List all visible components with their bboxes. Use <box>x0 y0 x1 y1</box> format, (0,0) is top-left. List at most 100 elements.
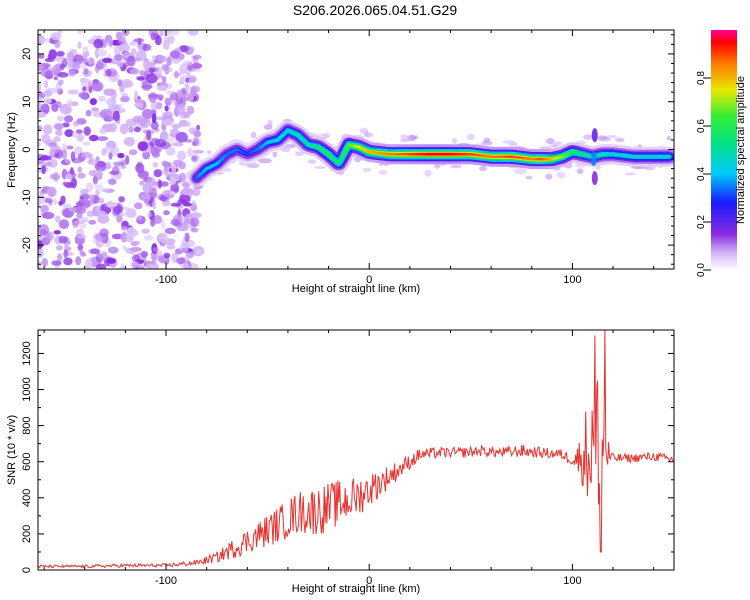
noise-blob <box>88 219 97 225</box>
noise-blob <box>44 79 49 89</box>
colorbar-tick-label: 0.8 <box>696 71 707 85</box>
halo-speck <box>539 146 553 150</box>
noise-blob <box>162 76 167 83</box>
noise-blob <box>95 48 108 57</box>
noise-blob <box>85 182 94 193</box>
halo-speck <box>614 137 625 143</box>
noise-blob <box>129 68 140 75</box>
noise-blob <box>190 227 199 233</box>
noise-blob <box>137 215 142 221</box>
noise-blob <box>132 115 142 124</box>
noise-blob <box>57 115 64 122</box>
noise-blob <box>151 113 157 124</box>
halo-speck <box>463 144 474 149</box>
noise-blob <box>120 232 128 243</box>
y-tick-label: 10 <box>21 96 33 108</box>
halo-speck <box>545 137 555 145</box>
noise-blob <box>69 167 74 176</box>
noise-blob <box>192 187 201 197</box>
noise-blob <box>55 245 63 251</box>
noise-blob <box>54 215 61 223</box>
noise-blob <box>89 98 97 106</box>
noise-blob <box>106 201 118 208</box>
noise-blob <box>134 202 143 210</box>
y-tick-label: 0 <box>21 146 33 152</box>
noise-blob <box>164 97 172 106</box>
noise-blob <box>105 68 112 77</box>
noise-blob <box>72 131 78 138</box>
noise-blob <box>170 202 182 207</box>
noise-blob <box>80 188 89 195</box>
halo-speck <box>513 168 527 175</box>
noise-blob <box>108 116 114 121</box>
noise-blob <box>64 129 74 138</box>
noise-blob <box>185 251 195 258</box>
noise-blob <box>105 161 112 170</box>
halo-speck <box>666 136 672 141</box>
halo-speck <box>307 159 317 164</box>
noise-blob <box>63 257 73 266</box>
noise-blob <box>179 243 189 254</box>
noise-blob <box>51 103 59 112</box>
vertical-feature <box>591 128 598 143</box>
noise-blob <box>177 150 187 161</box>
noise-blob <box>123 136 135 147</box>
noise-blob <box>184 232 190 242</box>
noise-blob <box>152 201 157 210</box>
noise-blob <box>139 117 151 128</box>
noise-blob <box>66 51 74 61</box>
noise-blob <box>137 141 149 152</box>
halo-speck <box>378 170 388 175</box>
noise-blob <box>48 49 57 60</box>
noise-blob <box>150 101 157 111</box>
noise-blob <box>176 223 189 232</box>
noise-blob <box>60 195 66 205</box>
noise-blob <box>49 150 55 158</box>
noise-blob <box>150 147 160 156</box>
noise-blob <box>111 59 119 65</box>
noise-blob <box>42 211 55 220</box>
noise-blob <box>146 73 158 84</box>
halo-speck <box>552 164 561 171</box>
noise-blob <box>110 174 117 179</box>
noise-blob <box>166 147 176 156</box>
noise-blob <box>191 62 203 69</box>
halo-speck <box>637 144 642 151</box>
halo-speck <box>424 169 432 177</box>
noise-blob <box>75 129 83 134</box>
x-tick-label: -100 <box>155 575 177 587</box>
noise-blob <box>58 219 70 230</box>
noise-blob <box>108 36 113 48</box>
spectrogram-content <box>38 30 674 269</box>
halo-speck <box>479 165 487 172</box>
noise-blob <box>139 69 145 76</box>
noise-blob <box>157 55 167 63</box>
noise-blob <box>145 178 156 188</box>
noise-blob <box>55 129 63 136</box>
halo-speck <box>576 168 584 175</box>
noise-blob <box>109 170 119 175</box>
noise-blob <box>192 149 204 154</box>
noise-blob <box>82 86 87 91</box>
noise-blob <box>44 161 53 167</box>
noise-blob <box>128 149 138 156</box>
noise-blob <box>83 57 88 65</box>
noise-blob <box>121 92 128 99</box>
halo-speck <box>556 171 566 179</box>
noise-blob <box>169 191 176 196</box>
noise-blob <box>115 31 123 39</box>
x-tick-label: 100 <box>563 274 581 286</box>
noise-blob <box>184 82 190 91</box>
noise-blob <box>161 118 173 127</box>
halo-speck <box>439 162 446 166</box>
noise-blob <box>156 85 168 91</box>
noise-blob <box>166 56 172 67</box>
noise-blob <box>152 161 159 168</box>
noise-blob <box>100 108 112 119</box>
noise-blob <box>89 134 99 142</box>
noise-blob <box>42 97 53 104</box>
noise-blob <box>95 190 100 196</box>
noise-blob <box>182 60 193 66</box>
noise-blob <box>98 197 105 204</box>
noise-blob <box>88 57 95 65</box>
